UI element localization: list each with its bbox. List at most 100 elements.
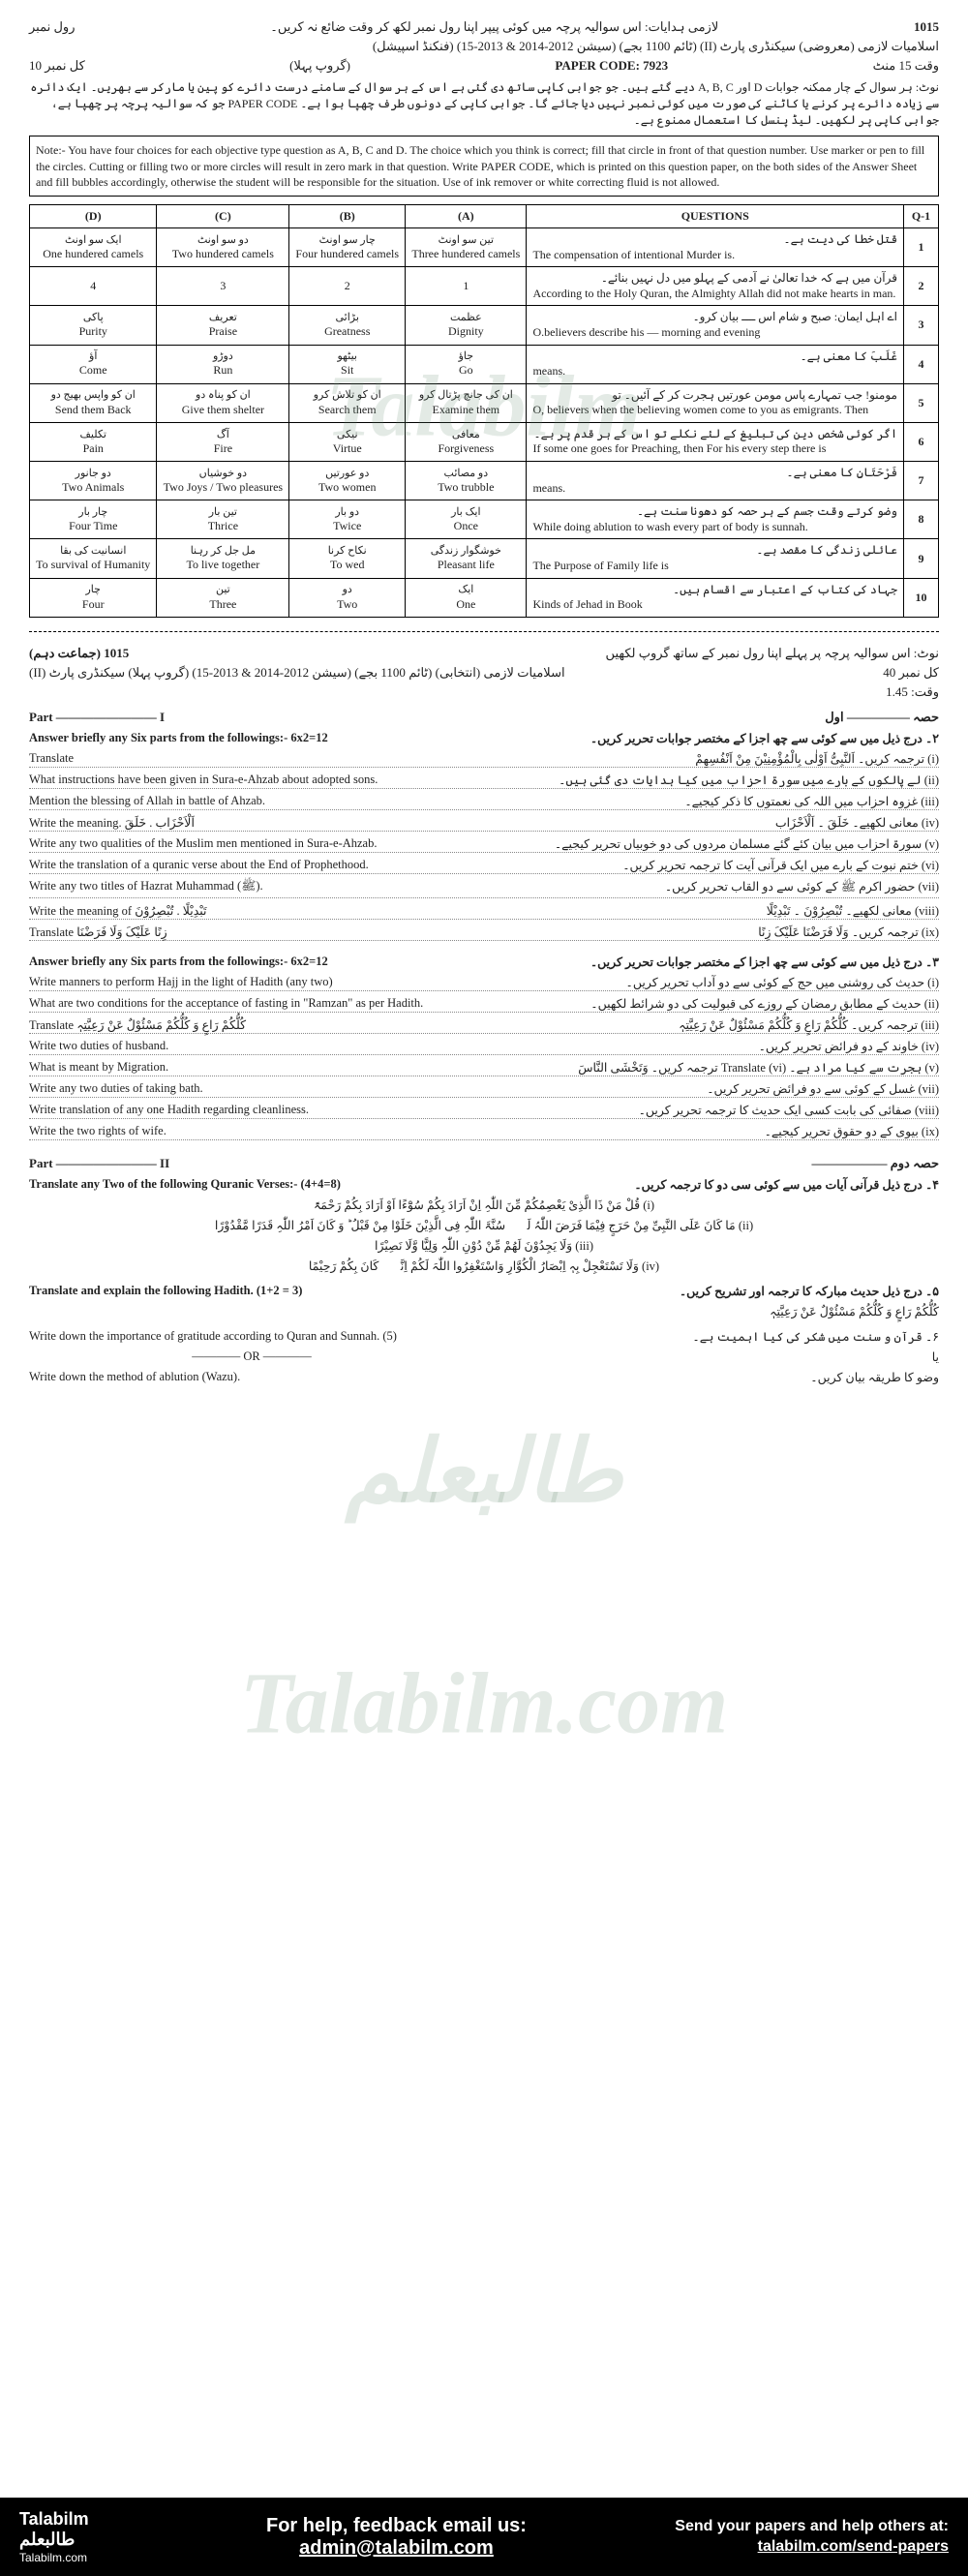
question-cell: غَلَبَ کا معنی ہے۔means. <box>527 345 904 383</box>
verse-line: (i) قُلْ مَنْ ذَا الَّذِیْ یَعْصِمُکُمْ … <box>29 1197 939 1213</box>
option-d: تکلیفPain <box>30 422 157 461</box>
header-top: رول نمبر لازمی ہدایات: اس سوالیہ پرچہ می… <box>29 19 939 35</box>
question-eng: Write the meaning. اَلْاَحْزَاب . خَلَقَ <box>29 815 474 831</box>
or-urdu: یا <box>494 1349 939 1365</box>
q4-intro: Translate any Two of the following Quran… <box>29 1177 939 1193</box>
option-d: ان کو واپس بھیج دوSend them Back <box>30 383 157 422</box>
question-number: 8 <box>904 500 939 539</box>
paper-code-left: 1015 <box>914 19 939 35</box>
mcq-row: چار بارFour Timeتین بارThriceدو بارTwice… <box>30 500 939 539</box>
question-urdu: (viii) صفائی کی بابت کسی ایک حدیث کا ترج… <box>494 1103 939 1118</box>
subj-time-row: وقت: 1.45 <box>29 684 939 700</box>
question-eng: Translate <box>29 751 474 767</box>
subj-subject-line: کل نمبر 40 اسلامیات لازمی (انتخابی) (ٹائ… <box>29 665 939 681</box>
question-eng: Write the meaning of تَبْدِیْلًا . تُبْص… <box>29 903 474 919</box>
question-cell: فَرْحَتَانِ کا معنی ہے۔means. <box>527 462 904 500</box>
question-urdu: (ii) لے پالکوں کے بارے میں سورۃ احزاب می… <box>494 773 939 788</box>
question-eng: Write translation of any one Hadith rega… <box>29 1103 474 1118</box>
subj-time: وقت: 1.45 <box>886 684 939 700</box>
option-b: دو عورتیںTwo women <box>289 462 406 500</box>
q4-urdu: ۴۔ درج ذیل قرآنی آیات میں سے کوئی سی دو … <box>494 1177 939 1193</box>
exam-paper: Talabilm طالبعلم Talabilm.com رول نمبر ل… <box>0 0 968 2498</box>
part2-urdu: حصہ دوم —————— <box>811 1156 939 1171</box>
question-urdu: (i) ترجمہ کریں۔ اَلنَّبِیُّ اَوْلٰی بِال… <box>494 751 939 767</box>
subj-code: 1015 (جماعت دہم) <box>29 646 129 661</box>
verse-line: (iv) وَلَا تَسْتَعْجِلْ بِہٖ اِبْصَارُ ا… <box>29 1258 939 1274</box>
question-line: Write any two titles of Hazrat Muhammad … <box>29 879 939 898</box>
q5-hadith-text: کُلُّکُمْ رَاعٍ وَ کُلُّکُمْ مَسْئُوْلٌ … <box>494 1304 939 1319</box>
question-eng: Write the two rights of wife. <box>29 1124 474 1139</box>
rollno-label: رول نمبر <box>29 19 75 35</box>
mcq-row: 4321قرآن میں ہے کہ خدا تعالیٰ نے آدمی کے… <box>30 267 939 306</box>
footer-send-link[interactable]: talabilm.com/send-papers <box>675 2537 949 2558</box>
option-a: ایکOne <box>406 578 527 617</box>
option-b: چار سو اونٹFour hundered camels <box>289 227 406 266</box>
question-urdu: (ii) حدیث کے مطابق رمضان کے روزے کی قبول… <box>494 996 939 1012</box>
subject-text: اسلامیات لازمی (معروضی) سیکنڈری پارٹ (II… <box>373 39 939 54</box>
q3-intro-urdu: ۳۔ درج ذیل میں سے کوئی سے چھ اجزا کے مخت… <box>494 955 939 970</box>
option-b: نیکیVirtue <box>289 422 406 461</box>
part1-urdu: حصہ ————— اول <box>825 710 939 725</box>
question-number: 9 <box>904 539 939 578</box>
mcq-row: ایک سو اونٹOne hundered camelsدو سو اونٹ… <box>30 227 939 266</box>
question-number: 3 <box>904 306 939 345</box>
question-number: 7 <box>904 462 939 500</box>
or-eng: ———— OR ———— <box>29 1349 474 1365</box>
q2-intro-eng: Answer briefly any Six parts from the fo… <box>29 731 474 746</box>
q6b: Write down the method of ablution (Wazu)… <box>29 1370 939 1385</box>
part1-eng: Part ———————— I <box>29 710 165 725</box>
brand-line1: Talabilm <box>19 2509 89 2531</box>
verse-text: (ii) مَا کَانَ عَلَی النَّبِیِّ مِنْ حَر… <box>29 1218 939 1233</box>
question-number: 1 <box>904 227 939 266</box>
note-urdu: نوٹ: ہر سوال کے چار ممکنہ جوابات D اور A… <box>29 79 939 128</box>
footer-email[interactable]: admin@talabilm.com <box>118 2537 676 2560</box>
option-c: دو سو اونٹTwo hundered camels <box>157 227 289 266</box>
col-d: (D) <box>30 204 157 227</box>
mcq-row: تکلیفPainآگFireنیکیVirtueمعافیForgivenes… <box>30 422 939 461</box>
q2-intro-urdu: ۲۔ درج ذیل میں سے کوئی سے چھ اجزا کے مخت… <box>494 731 939 746</box>
question-eng: Translate زِنًا عَلَیْکَ وَلَا فَرَضْنَا <box>29 924 474 940</box>
verse-text: (iv) وَلَا تَسْتَعْجِلْ بِہٖ اِبْصَارُ ا… <box>29 1258 939 1274</box>
option-a: جاؤGo <box>406 345 527 383</box>
question-eng: Write any two qualities of the Muslim me… <box>29 836 474 852</box>
section-divider <box>29 631 939 632</box>
col-questions: QUESTIONS <box>527 204 904 227</box>
option-d: پاکیPurity <box>30 306 157 345</box>
question-eng: What are two conditions for the acceptan… <box>29 996 474 1012</box>
question-cell: قرآن میں ہے کہ خدا تعالیٰ نے آدمی کے پہل… <box>527 267 904 306</box>
q2-intro: Answer briefly any Six parts from the fo… <box>29 731 939 746</box>
question-eng: Write two duties of husband. <box>29 1039 474 1054</box>
subj-marks: کل نمبر 40 <box>883 665 939 681</box>
question-line: Write any two qualities of the Muslim me… <box>29 836 939 853</box>
question-line: Mention the blessing of Allah in battle … <box>29 794 939 810</box>
question-number: 2 <box>904 267 939 306</box>
footer-send: Send your papers and help others at: tal… <box>675 2517 949 2558</box>
q6b-eng: Write down the method of ablution (Wazu)… <box>29 1370 474 1385</box>
option-c: دو خوشیاںTwo Joys / Two pleasures <box>157 462 289 500</box>
option-d: چارFour <box>30 578 157 617</box>
part2-eng: Part ———————— II <box>29 1156 169 1171</box>
header-meta: کل نمبر 10 (گروپ پہلا) PAPER CODE: 7923 … <box>29 58 939 74</box>
question-urdu: (v) سورۃ احزاب میں بیان کئے گئے مسلمان م… <box>494 836 939 852</box>
question-urdu: (iii) غزوہ احزاب میں اللہ کی نعمتوں کا ذ… <box>494 794 939 809</box>
mcq-table: (D) (C) (B) (A) QUESTIONS Q-1 ایک سو اون… <box>29 204 939 618</box>
option-a: خوشگوار زندگیPleasant life <box>406 539 527 578</box>
header-instruction: لازمی ہدایات: اس سوالیہ پرچہ میں کوئی پی… <box>270 19 718 35</box>
subj-header-top: 1015 (جماعت دہم) نوٹ: اس سوالیہ پرچہ پر … <box>29 646 939 661</box>
mcq-row: ان کو واپس بھیج دوSend them Backان کو پن… <box>30 383 939 422</box>
watermark-2: طالبعلم <box>346 1421 623 1523</box>
col-c: (C) <box>157 204 289 227</box>
option-c: آگFire <box>157 422 289 461</box>
verse-line: (ii) مَا کَانَ عَلَی النَّبِیِّ مِنْ حَر… <box>29 1218 939 1233</box>
option-b: 2 <box>289 267 406 306</box>
question-eng: Write the translation of a quranic verse… <box>29 858 474 873</box>
option-b: نکاح کرناTo wed <box>289 539 406 578</box>
verse-line: (iii) وَلَا یَجِدُوْنَ لَھُمْ مِّنْ دُوْ… <box>29 1238 939 1254</box>
question-cell: قتل خطا کی دیت ہے۔The compensation of in… <box>527 227 904 266</box>
mcq-row: چارFourتینThreeدوTwoایکOneجہاد کی کتاب ک… <box>30 578 939 617</box>
mcq-row: انسانیت کی بقاTo survival of Humanityمل … <box>30 539 939 578</box>
q5-hadith: کُلُّکُمْ رَاعٍ وَ کُلُّکُمْ مَسْئُوْلٌ … <box>29 1304 939 1319</box>
q5-urdu: ۵۔ درج ذیل حدیث مبارکہ کا ترجمہ اور تشری… <box>494 1284 939 1299</box>
question-eng: Write any two titles of Hazrat Muhammad … <box>29 879 474 897</box>
option-c: تین بارThrice <box>157 500 289 539</box>
